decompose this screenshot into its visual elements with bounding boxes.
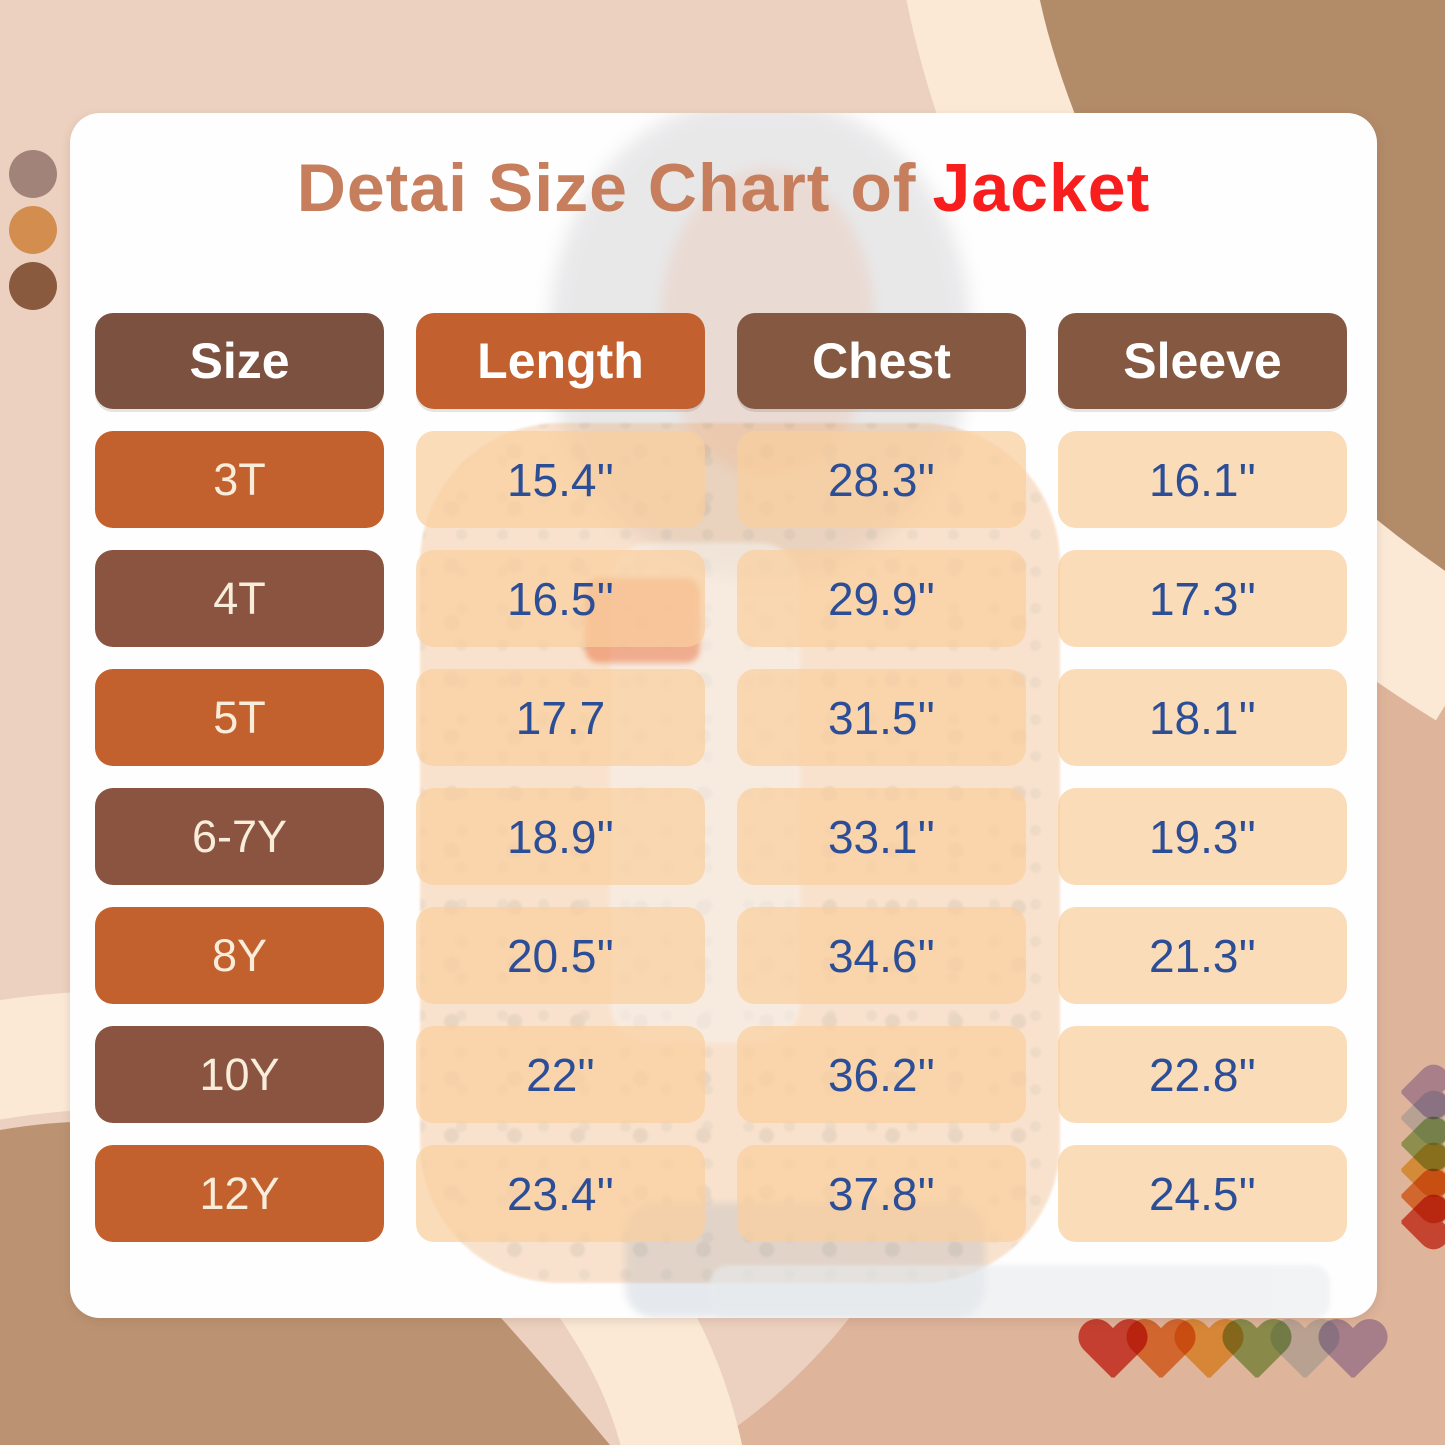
measurement-cell: 28.3'' <box>737 431 1026 528</box>
size-label-cell: 12Y <box>95 1145 384 1242</box>
measurement-cell: 36.2'' <box>737 1026 1026 1123</box>
size-label-cell: 5T <box>95 669 384 766</box>
measurement-cell: 21.3'' <box>1058 907 1347 1004</box>
palette-dots <box>9 150 57 310</box>
measurement-cell: 19.3'' <box>1058 788 1347 885</box>
hearts-side <box>1392 1066 1445 1248</box>
size-label-cell: 6-7Y <box>95 788 384 885</box>
measurement-cell: 33.1'' <box>737 788 1026 885</box>
palette-dot <box>9 206 57 254</box>
size-table: Size Length Chest Sleeve 3T 15.4'' 28.3'' 16.1'… <box>95 313 1347 1242</box>
heart-icon <box>1318 1320 1388 1386</box>
measurement-cell: 37.8'' <box>737 1145 1026 1242</box>
measurement-cell: 17.3'' <box>1058 550 1347 647</box>
measurement-cell: 22'' <box>416 1026 705 1123</box>
title-highlight: Jacket <box>932 150 1151 226</box>
measurement-cell: 15.4'' <box>416 431 705 528</box>
size-label-cell: 10Y <box>95 1026 384 1123</box>
measurement-cell: 22.8'' <box>1058 1026 1347 1123</box>
size-label-cell: 8Y <box>95 907 384 1004</box>
measurement-cell: 34.6'' <box>737 907 1026 1004</box>
column-header-length: Length <box>416 313 705 409</box>
measurement-cell: 18.1'' <box>1058 669 1347 766</box>
palette-dot <box>9 150 57 198</box>
measurement-cell: 29.9'' <box>737 550 1026 647</box>
size-label-cell: 4T <box>95 550 384 647</box>
heart-icon <box>1395 1193 1445 1251</box>
measurement-cell: 16.5'' <box>416 550 705 647</box>
column-header-sleeve: Sleeve <box>1058 313 1347 409</box>
measurement-cell: 17.7 <box>416 669 705 766</box>
measurement-cell: 18.9'' <box>416 788 705 885</box>
title-main: Detai Size Chart of <box>296 150 917 226</box>
palette-dot <box>9 262 57 310</box>
hearts-bottom <box>1078 1320 1388 1386</box>
measurement-cell: 20.5'' <box>416 907 705 1004</box>
measurement-cell: 24.5'' <box>1058 1145 1347 1242</box>
photo-hem-shape <box>710 1265 1330 1318</box>
column-header-size: Size <box>95 313 384 409</box>
measurement-cell: 23.4'' <box>416 1145 705 1242</box>
page-title: Detai Size Chart of Jacket <box>70 149 1377 227</box>
size-label-cell: 3T <box>95 431 384 528</box>
column-header-chest: Chest <box>737 313 1026 409</box>
measurement-cell: 16.1'' <box>1058 431 1347 528</box>
measurement-cell: 31.5'' <box>737 669 1026 766</box>
size-chart-card: Detai Size Chart of Jacket Size Length Ches… <box>70 113 1377 1318</box>
